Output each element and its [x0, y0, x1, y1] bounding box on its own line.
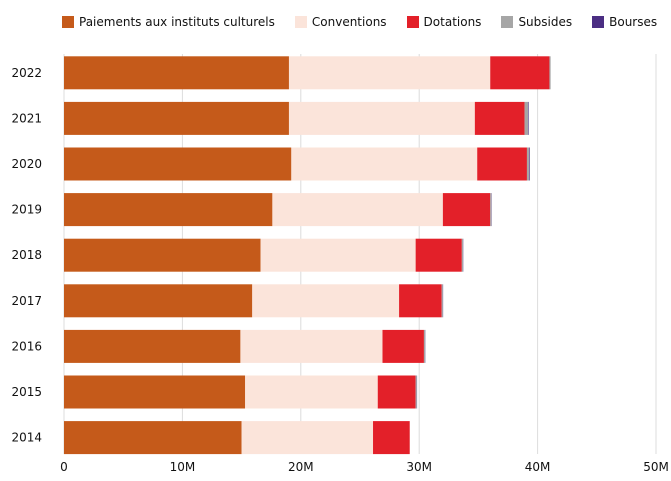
bar-2016-series-1 — [240, 329, 383, 363]
bar-2018-series-2 — [415, 238, 462, 272]
legend-label-1: Conventions — [311, 15, 387, 29]
y-tick-label-2014: 2014 — [11, 431, 42, 445]
bar-2022-series-1 — [288, 56, 491, 90]
legend-label-2: Dotations — [423, 15, 482, 29]
y-tick-label-2022: 2022 — [11, 66, 42, 80]
y-tick-label-2017: 2017 — [11, 294, 42, 308]
bar-2018-series-3 — [461, 238, 464, 272]
bar-2020-series-0 — [64, 147, 292, 181]
bar-2019-series-1 — [272, 193, 443, 227]
bar-2016-series-0 — [64, 329, 241, 363]
x-tick-label-1: 10M — [170, 460, 196, 474]
bar-2019-series-3 — [490, 193, 492, 227]
bar-2017-series-1 — [252, 284, 400, 318]
bar-2021-series-2 — [474, 101, 525, 135]
bar-2016-series-3 — [423, 329, 426, 363]
bar-2021-series-1 — [288, 101, 475, 135]
x-tick-label-4: 40M — [525, 460, 551, 474]
bar-2022-series-0 — [64, 56, 289, 90]
y-tick-label-2019: 2019 — [11, 203, 42, 217]
bar-2014-series-0 — [64, 421, 242, 455]
x-tick-label-2: 20M — [288, 460, 314, 474]
bar-2020-series-3 — [526, 147, 530, 181]
bar-2018-series-0 — [64, 238, 261, 272]
y-tick-label-2021: 2021 — [11, 111, 42, 125]
legend-label-3: Subsides — [518, 15, 573, 29]
legend: Paiements aux instituts culturels Convent… — [62, 13, 657, 31]
legend-swatch-2 — [406, 16, 419, 28]
bar-2016-series-2 — [382, 329, 424, 363]
bar-2015-series-2 — [377, 375, 416, 409]
legend-swatch-4 — [592, 16, 605, 28]
bar-2014-series-2 — [373, 421, 410, 455]
legend-item-1: Conventions — [294, 15, 387, 29]
y-tick-label-2018: 2018 — [11, 248, 42, 262]
bar-2017-series-2 — [399, 284, 442, 318]
legend-swatch-1 — [294, 16, 307, 28]
bar-2021-series-3 — [524, 101, 529, 135]
legend-label-4: Bourses — [609, 15, 658, 29]
bar-2018-series-1 — [260, 238, 416, 272]
bar-2015-series-3 — [415, 375, 417, 409]
bar-2019-series-0 — [64, 193, 273, 227]
bar-2020-series-1 — [291, 147, 478, 181]
bar-2015-series-0 — [64, 375, 246, 409]
bar-2015-series-1 — [245, 375, 378, 409]
bar-2019-series-2 — [442, 193, 491, 227]
x-tick-label-5: 50M — [643, 460, 669, 474]
legend-item-3: Subsides — [501, 15, 572, 29]
legend-label-0: Paiements aux instituts culturels — [79, 15, 275, 29]
legend-swatch-0 — [62, 16, 74, 28]
legend-item-4: Bourses — [592, 15, 657, 29]
bar-2021-series-0 — [64, 101, 289, 135]
legend-swatch-3 — [501, 16, 514, 28]
bar-2017-series-0 — [64, 284, 253, 318]
legend-item-2: Dotations — [406, 15, 482, 29]
bar-2020-series-4 — [529, 147, 530, 181]
bar-2022-series-3 — [549, 56, 551, 90]
x-tick-label-0: 0 — [60, 460, 68, 474]
y-tick-label-2020: 2020 — [11, 157, 42, 171]
bar-2022-series-2 — [490, 56, 550, 90]
bar-2017-series-3 — [441, 284, 443, 318]
x-tick-label-3: 30M — [406, 460, 432, 474]
bar-2014-series-1 — [241, 421, 374, 455]
legend-item-0: Paiements aux instituts culturels — [62, 15, 275, 29]
y-tick-label-2016: 2016 — [11, 339, 42, 353]
bar-2021-series-4 — [528, 101, 529, 135]
y-tick-label-2015: 2015 — [11, 385, 42, 399]
bar-2020-series-2 — [477, 147, 527, 181]
